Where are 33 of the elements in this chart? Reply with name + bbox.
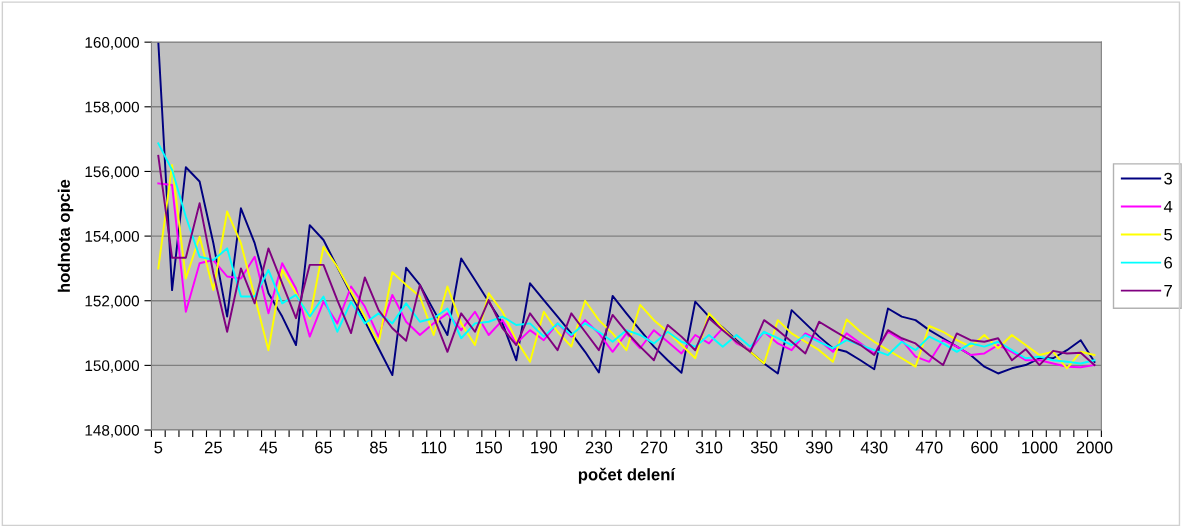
y-tick-label: 150,000 (85, 360, 140, 373)
y-tick-label: 158,000 (85, 101, 140, 115)
x-tick-label: 65 (315, 441, 333, 454)
x-tick-label: 270 (640, 441, 668, 454)
legend-label: 4 (1163, 200, 1173, 213)
y-tick-label: 148,000 (85, 424, 140, 438)
x-tick-label: 25 (204, 441, 222, 454)
x-tick-label: 85 (370, 441, 388, 454)
x-tick-label: 310 (695, 441, 723, 454)
x-tick-label: 190 (531, 441, 558, 454)
y-tick-label: 154,000 (85, 230, 140, 244)
x-axis-title: počet delení (578, 467, 676, 484)
x-tick-label: 2000 (1076, 441, 1113, 454)
x-tick-label: 45 (259, 441, 278, 454)
legend-label: 7 (1164, 285, 1172, 297)
x-tick-label: 1000 (1022, 441, 1058, 454)
line-series (157, 42, 1096, 377)
x-tick-label: 5 (154, 441, 163, 454)
legend-label: 5 (1164, 228, 1173, 241)
y-tick-label: 156,000 (85, 166, 140, 179)
x-tick-label: 470 (915, 441, 943, 454)
x-tick-label: 230 (585, 441, 613, 454)
x-tick-label: 390 (805, 441, 833, 454)
legend-label: 6 (1164, 256, 1173, 269)
x-tick-label: 150 (476, 441, 502, 454)
legend-label: 3 (1164, 172, 1173, 185)
y-tick-label: 152,000 (85, 295, 140, 309)
x-tick-label: 350 (750, 441, 778, 454)
x-tick-label: 600 (971, 441, 998, 454)
y-axis-title: hodnota opcie (57, 179, 74, 292)
y-tick-label: 160,000 (85, 37, 140, 50)
x-tick-label: 110 (421, 441, 447, 454)
x-tick-label: 430 (860, 441, 888, 454)
